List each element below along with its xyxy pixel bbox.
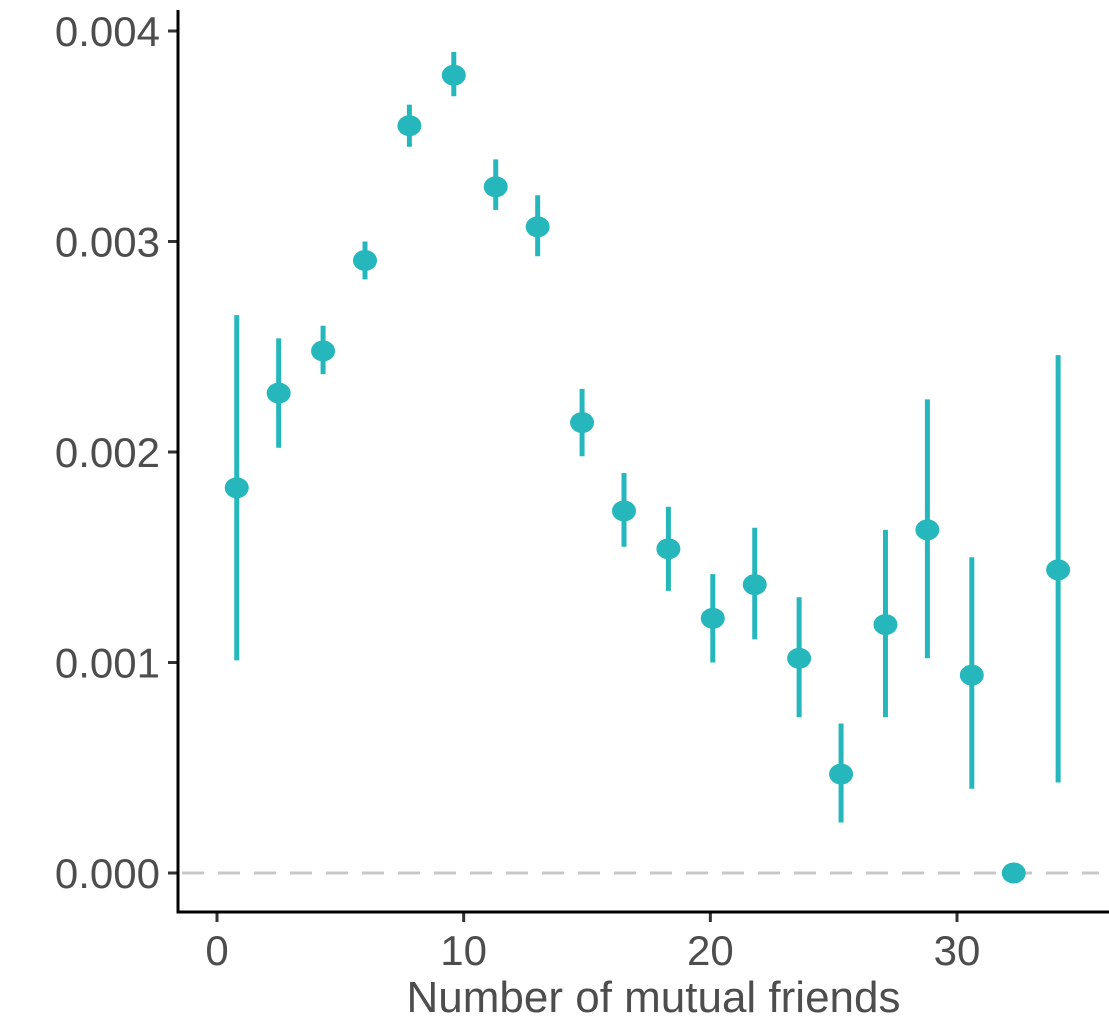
- x-tick-label: 10: [440, 927, 487, 974]
- data-point: [483, 176, 508, 198]
- y-tick-label: 0.004: [55, 8, 160, 55]
- data-point: [266, 382, 291, 404]
- x-axis-ticks: 0 10 20 30: [205, 912, 980, 974]
- error-bars: [234, 52, 1061, 823]
- data-point: [570, 412, 595, 434]
- data-point: [525, 216, 550, 238]
- x-tick-label: 20: [687, 927, 734, 974]
- data-point: [311, 340, 336, 362]
- data-point: [787, 647, 812, 669]
- plot-panel: 0.000 0.001 0.002 0.003 0.004 0 10 20 30: [55, 8, 1109, 974]
- data-point: [700, 607, 725, 629]
- data-point: [397, 115, 422, 137]
- data-point: [612, 500, 636, 522]
- data-point: [873, 614, 898, 636]
- x-tick-label: 0: [205, 927, 228, 974]
- data-point: [441, 64, 466, 86]
- y-tick-label: 0.001: [55, 640, 160, 687]
- data-point: [353, 249, 377, 271]
- y-axis-ticks: 0.000 0.001 0.002 0.003 0.004: [55, 8, 178, 897]
- data-point: [224, 477, 249, 499]
- data-point: [959, 664, 984, 686]
- x-tick-label: 30: [934, 927, 981, 974]
- data-points: [224, 64, 1071, 884]
- data-point: [656, 538, 681, 560]
- x-axis-title: Number of mutual friends: [407, 973, 901, 1021]
- data-point: [1001, 862, 1026, 884]
- data-point: [742, 574, 767, 596]
- y-tick-label: 0.003: [55, 219, 160, 266]
- y-tick-label: 0.002: [55, 429, 160, 476]
- data-point: [915, 519, 940, 541]
- data-point: [1046, 559, 1071, 581]
- data-point: [829, 763, 854, 785]
- y-tick-label: 0.000: [55, 850, 160, 897]
